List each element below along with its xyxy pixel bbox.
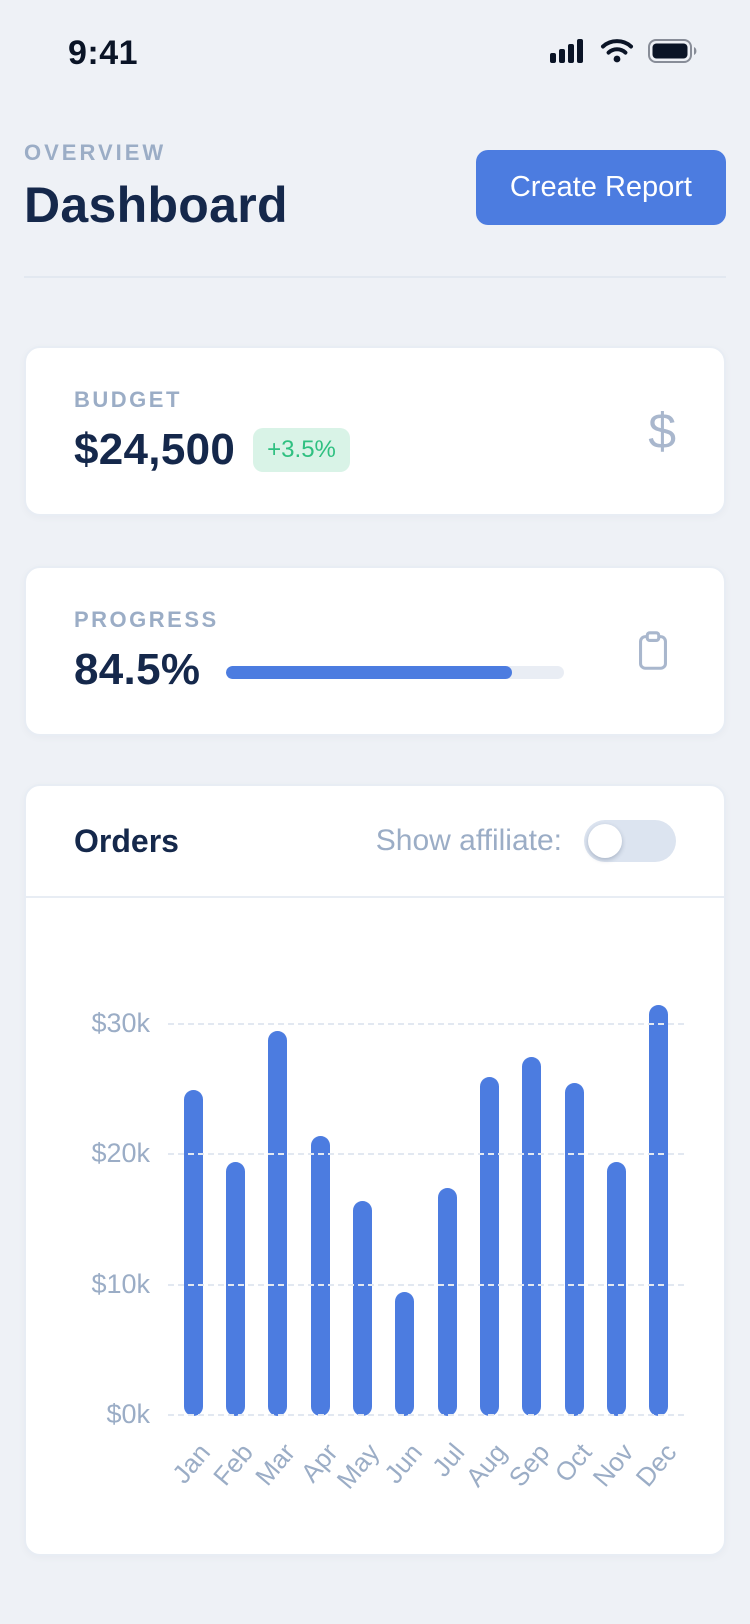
budget-card: BUDGET $24,500 +3.5% $ — [24, 346, 726, 516]
bar-aug — [479, 1076, 499, 1416]
bar-slot-oct — [553, 1083, 595, 1416]
progress-value-row: 84.5% — [74, 645, 610, 695]
toggle-knob — [588, 824, 622, 858]
y-axis-label-$30k: $30k — [91, 1007, 150, 1038]
x-axis-label-jun: Jun — [377, 1437, 428, 1489]
bar-slot-apr — [299, 1135, 341, 1416]
chart-plot-row: $0k $10k $20k $30k — [46, 966, 684, 1429]
x-slot-apr: Apr — [294, 1416, 343, 1516]
bar-slot-aug — [468, 1076, 510, 1416]
chart-bars — [168, 966, 684, 1416]
progress-value: 84.5% — [74, 645, 201, 694]
status-time: 9:41 — [68, 33, 139, 72]
x-slot-may: May — [331, 1416, 386, 1516]
budget-card-content: BUDGET $24,500 +3.5% — [74, 387, 628, 475]
bar-sep — [522, 1057, 542, 1416]
y-axis-label-$20k: $20k — [91, 1138, 150, 1169]
header-divider — [24, 276, 726, 278]
bar-jul — [437, 1187, 457, 1416]
x-axis-label-mar: Mar — [249, 1437, 301, 1492]
bar-slot-feb — [214, 1161, 256, 1416]
status-bar: 9:41 — [24, 0, 726, 92]
gridline-$30k — [168, 1022, 684, 1025]
x-axis-label-sep: Sep — [502, 1437, 555, 1493]
progress-card-content: PROGRESS 84.5% — [74, 607, 610, 695]
bar-mar — [268, 1031, 288, 1416]
x-axis-label-dec: Dec — [629, 1437, 682, 1493]
progress-card: PROGRESS 84.5% — [24, 566, 726, 736]
affiliate-toggle-label: Show affiliate: — [375, 824, 562, 857]
create-report-button[interactable]: Create Report — [475, 149, 726, 225]
x-slot-jul: Jul — [426, 1416, 470, 1516]
page-title: Dashboard — [24, 177, 288, 233]
bar-feb — [225, 1161, 245, 1416]
budget-label: BUDGET — [74, 387, 182, 412]
x-slot-nov: Nov — [587, 1416, 640, 1516]
bar-dec — [649, 1005, 669, 1416]
orders-bar-chart: $0k $10k $20k $30k Jan Feb Mar Apr May Jun Jul Aug… — [26, 898, 724, 1554]
bar-slot-dec — [638, 1005, 680, 1416]
chart-plot-area — [168, 966, 684, 1416]
x-slot-feb: Feb — [207, 1416, 259, 1516]
page-header: OVERVIEW Dashboard Create Report — [24, 140, 726, 234]
y-axis-label-$10k: $10k — [91, 1268, 150, 1299]
gridline-$20k — [168, 1153, 684, 1156]
bar-jan — [183, 1089, 203, 1416]
budget-value-row: $24,500 +3.5% — [74, 425, 628, 475]
orders-title: Orders — [74, 822, 179, 859]
y-axis-label-$0k: $0k — [106, 1399, 150, 1429]
bar-jun — [395, 1292, 415, 1416]
progress-bar — [226, 665, 564, 679]
breadcrumb-overview: OVERVIEW — [24, 140, 167, 165]
bar-slot-sep — [511, 1057, 553, 1416]
x-slot-jun: Jun — [378, 1416, 428, 1516]
chart-axis-spacer — [46, 1416, 168, 1516]
x-axis-label-aug: Aug — [459, 1437, 513, 1493]
budget-value: $24,500 — [74, 425, 236, 474]
status-icons — [550, 38, 698, 68]
bar-slot-may — [341, 1200, 383, 1416]
bar-slot-mar — [257, 1031, 299, 1416]
mobile-screen: 9:41 — [24, 0, 726, 1556]
x-slot-dec: Dec — [629, 1416, 682, 1516]
x-axis-label-jan: Jan — [166, 1437, 217, 1489]
x-axis-label-nov: Nov — [586, 1437, 640, 1493]
bar-nov — [606, 1161, 626, 1416]
chart-y-axis: $0k $10k $20k $30k — [46, 966, 168, 1429]
x-slot-oct: Oct — [548, 1416, 597, 1516]
affiliate-toggle[interactable] — [584, 820, 676, 862]
orders-card: Orders Show affiliate: $0k $10k $20k $30k J… — [24, 784, 726, 1556]
battery-icon — [648, 38, 698, 68]
clipboard-icon — [630, 628, 676, 674]
cellular-signal-icon — [550, 38, 586, 68]
progress-label: PROGRESS — [74, 607, 219, 632]
x-axis-label-feb: Feb — [206, 1437, 259, 1492]
x-slot-sep: Sep — [502, 1416, 555, 1516]
x-slot-aug: Aug — [460, 1416, 513, 1516]
orders-card-header: Orders Show affiliate: — [26, 786, 724, 898]
bar-slot-nov — [595, 1161, 637, 1416]
wifi-icon — [600, 38, 634, 68]
bar-may — [352, 1200, 372, 1416]
bar-oct — [564, 1083, 584, 1416]
gridline-$0k — [168, 1414, 684, 1416]
x-axis-label-oct: Oct — [548, 1437, 598, 1488]
x-slot-jan: Jan — [166, 1416, 216, 1516]
gridline-$10k — [168, 1283, 684, 1286]
x-slot-mar: Mar — [249, 1416, 301, 1516]
bar-slot-jan — [172, 1089, 214, 1416]
chart-x-axis: Jan Feb Mar Apr May Jun Jul Aug Sep Oct Nov Dec — [166, 1416, 684, 1516]
progress-bar-fill — [226, 665, 512, 679]
bar-apr — [310, 1135, 330, 1416]
chart-x-axis-row: Jan Feb Mar Apr May Jun Jul Aug Sep Oct Nov Dec — [46, 1416, 684, 1516]
bar-slot-jul — [426, 1187, 468, 1416]
bar-slot-jun — [384, 1292, 426, 1416]
page-header-text: OVERVIEW Dashboard — [24, 140, 288, 234]
dollar-icon: $ — [648, 403, 676, 459]
budget-delta-badge: +3.5% — [253, 428, 350, 472]
affiliate-toggle-group: Show affiliate: — [376, 820, 676, 862]
